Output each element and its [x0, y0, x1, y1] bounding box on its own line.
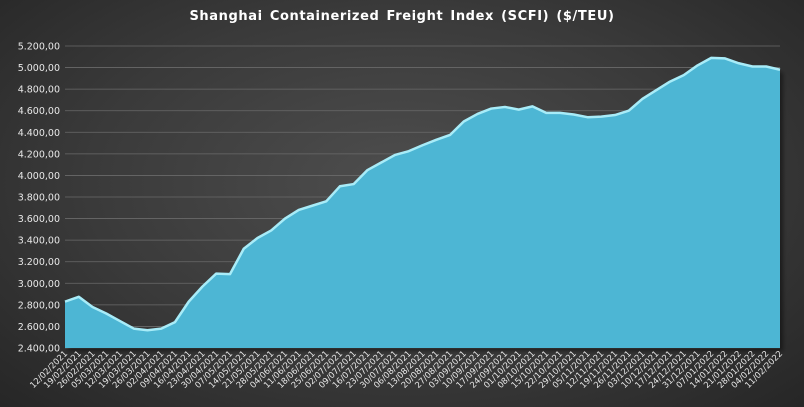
chart-title: Shanghai Containerized Freight Index (SC…: [189, 9, 615, 24]
y-tick-label: 2.600,00: [18, 322, 60, 333]
y-tick-label: 2.800,00: [18, 300, 60, 311]
y-tick-label: 3.600,00: [18, 214, 60, 225]
y-tick-label: 2.400,00: [18, 344, 60, 355]
y-tick-label: 3.800,00: [18, 193, 60, 204]
y-tick-label: 5.000,00: [18, 63, 60, 74]
y-tick-label: 4.600,00: [18, 106, 60, 117]
y-tick-label: 4.200,00: [18, 149, 60, 160]
y-tick-label: 3.200,00: [18, 257, 60, 268]
x-axis-ticks: 12/02/202119/02/202126/02/202105/03/2021…: [28, 349, 785, 391]
series-line: [64, 56, 781, 332]
y-tick-label: 3.000,00: [18, 279, 60, 290]
y-tick-label: 4.400,00: [18, 128, 60, 139]
area-series: [64, 56, 781, 349]
area-fill: [65, 57, 780, 349]
y-axis-ticks: 5.200,00 5.000,00 4.800,00 4.600,00 4.400,00…: [18, 42, 60, 355]
y-tick-label: 4.000,00: [18, 171, 60, 182]
y-tick-label: 3.400,00: [18, 236, 60, 247]
y-tick-label: 4.800,00: [18, 85, 60, 96]
y-tick-label: 5.200,00: [18, 42, 60, 53]
